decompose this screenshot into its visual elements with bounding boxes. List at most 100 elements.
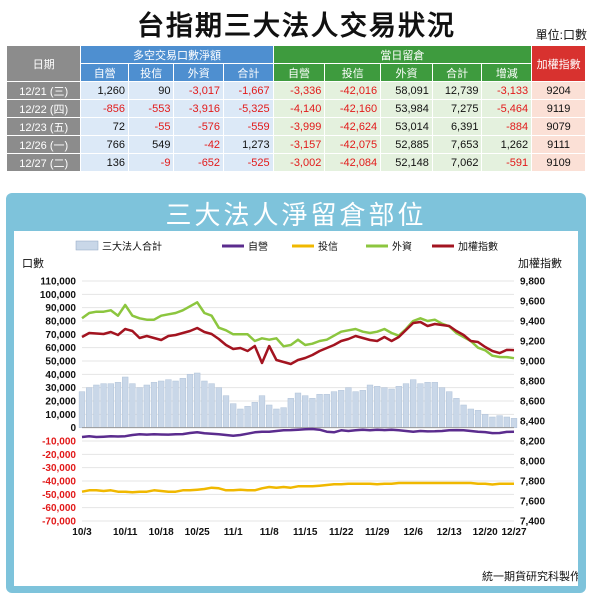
table-cell: -42,160 <box>324 99 382 118</box>
table-cell: 766 <box>80 135 129 154</box>
y-tick-label: -10,000 <box>42 437 76 448</box>
subheader-oi-0: 自營 <box>272 63 326 82</box>
table-cell: -42,016 <box>324 81 382 100</box>
legend-swatch-total <box>75 240 99 251</box>
y2-tick-label: 9,600 <box>520 297 545 308</box>
y2-tick-label: 9,200 <box>520 337 545 348</box>
table-cell: -3,017 <box>173 81 225 100</box>
legend-label: 加權指數 <box>458 240 498 253</box>
row-index: 9111 <box>531 135 586 154</box>
subheader-oi-4: 增減 <box>481 63 533 82</box>
bar-total-7 <box>129 383 136 428</box>
bar-total-22 <box>237 408 244 428</box>
bar-total-4 <box>107 383 114 428</box>
x-tick-label: 11/22 <box>329 527 354 538</box>
bar-total-37 <box>345 387 352 428</box>
row-date: 12/22 (四) <box>5 99 82 118</box>
table-cell: -9 <box>127 153 175 172</box>
table-cell: 52,148 <box>380 153 433 172</box>
bar-total-11 <box>158 380 165 428</box>
x-tick-label: 11/8 <box>260 527 279 538</box>
bar-total-17 <box>201 380 208 428</box>
table-cell: -856 <box>80 99 129 118</box>
bar-total-34 <box>323 394 330 428</box>
line-index <box>81 320 515 366</box>
table-cell: -42,084 <box>324 153 382 172</box>
table-cell: -55 <box>127 117 175 136</box>
bar-total-3 <box>100 383 107 428</box>
table-cell: 549 <box>127 135 175 154</box>
table-cell: -3,157 <box>272 135 326 154</box>
row-date: 12/26 (一) <box>5 135 82 154</box>
row-date: 12/27 (二) <box>5 153 82 172</box>
bar-total-40 <box>366 384 374 428</box>
bar-total-54 <box>467 408 474 428</box>
bar-total-52 <box>453 398 460 428</box>
y2-tick-label: 9,000 <box>520 357 545 368</box>
bar-total-23 <box>244 406 251 428</box>
table-cell: -3,999 <box>272 117 326 136</box>
legend-label: 投信 <box>318 240 338 253</box>
table-cell: 7,062 <box>431 153 483 172</box>
table-cell: -42,075 <box>324 135 382 154</box>
x-tick-label: 10/18 <box>149 527 174 538</box>
bar-total-49 <box>431 382 438 428</box>
subheader-net-2: 外資 <box>173 63 225 82</box>
y-tick-label: 100,000 <box>40 290 77 301</box>
row-index: 9119 <box>531 99 586 118</box>
table-cell: -576 <box>173 117 225 136</box>
subheader-oi-1: 投信 <box>324 63 382 82</box>
table-cell: 1,260 <box>80 81 129 100</box>
bar-total-24 <box>251 402 258 428</box>
bar-total-25 <box>258 395 266 428</box>
legend-label: 三大法人合計 <box>102 240 162 253</box>
y2-tick-label: 9,800 <box>520 277 545 288</box>
bar-total-47 <box>417 383 424 428</box>
y2-tick-label: 9,400 <box>520 317 545 328</box>
left-axis-label: 口數 <box>22 257 44 270</box>
y-tick-label: -60,000 <box>42 503 76 514</box>
table-cell: -559 <box>223 117 274 136</box>
line-trust <box>81 481 514 494</box>
line-foreign <box>81 301 515 360</box>
bar-total-2 <box>93 384 100 428</box>
x-tick-label: 12/20 <box>473 527 498 538</box>
bar-total-29 <box>287 398 294 428</box>
bar-total-19 <box>215 387 222 428</box>
x-tick-label: 12/13 <box>437 527 462 538</box>
row-index: 9204 <box>531 81 586 100</box>
bar-total-5 <box>114 382 122 428</box>
x-tick-label: 12/6 <box>403 527 423 538</box>
bar-total-20 <box>222 395 230 428</box>
subheader-oi-3: 合計 <box>431 63 483 82</box>
legend-label: 自營 <box>248 240 268 253</box>
table-cell: 53,984 <box>380 99 433 118</box>
table-row: 12/23 (五) 72 -55 -576 -559 -3,999 -42,624 53,01… <box>5 117 586 136</box>
table-cell: 6,391 <box>431 117 483 136</box>
bar-total-10 <box>150 382 158 428</box>
date-header: 日期 <box>5 45 82 82</box>
table-cell: 72 <box>80 117 129 136</box>
bar-total-50 <box>438 387 446 428</box>
bar-total-1 <box>86 387 93 428</box>
bar-total-42 <box>381 387 388 428</box>
table-row: 12/21 (三) 1,260 90 -3,017 -1,667 -3,336 -42,01… <box>5 81 586 100</box>
page-title: 台指期三大法人交易狀況 <box>137 11 456 42</box>
bar-total-41 <box>374 386 381 428</box>
bar-total-9 <box>143 384 150 428</box>
bar-total-55 <box>474 410 482 428</box>
y-tick-label: 110,000 <box>40 277 76 288</box>
bar-total-27 <box>273 408 280 428</box>
bar-total-12 <box>165 379 172 428</box>
y-tick-label: 90,000 <box>45 303 76 314</box>
row-index: 9079 <box>531 117 586 136</box>
bar-total-16 <box>194 372 201 428</box>
row-date: 12/23 (五) <box>5 117 82 136</box>
chart-banner: 三大法人淨留倉部位 <box>165 201 427 231</box>
open-interest-header: 當日留倉 <box>272 45 533 64</box>
y2-tick-label: 8,600 <box>520 397 545 408</box>
x-tick-label: 11/1 <box>224 527 243 538</box>
bar-total-14 <box>179 378 186 428</box>
table-cell: -652 <box>173 153 225 172</box>
y-tick-label: 60,000 <box>45 343 76 354</box>
